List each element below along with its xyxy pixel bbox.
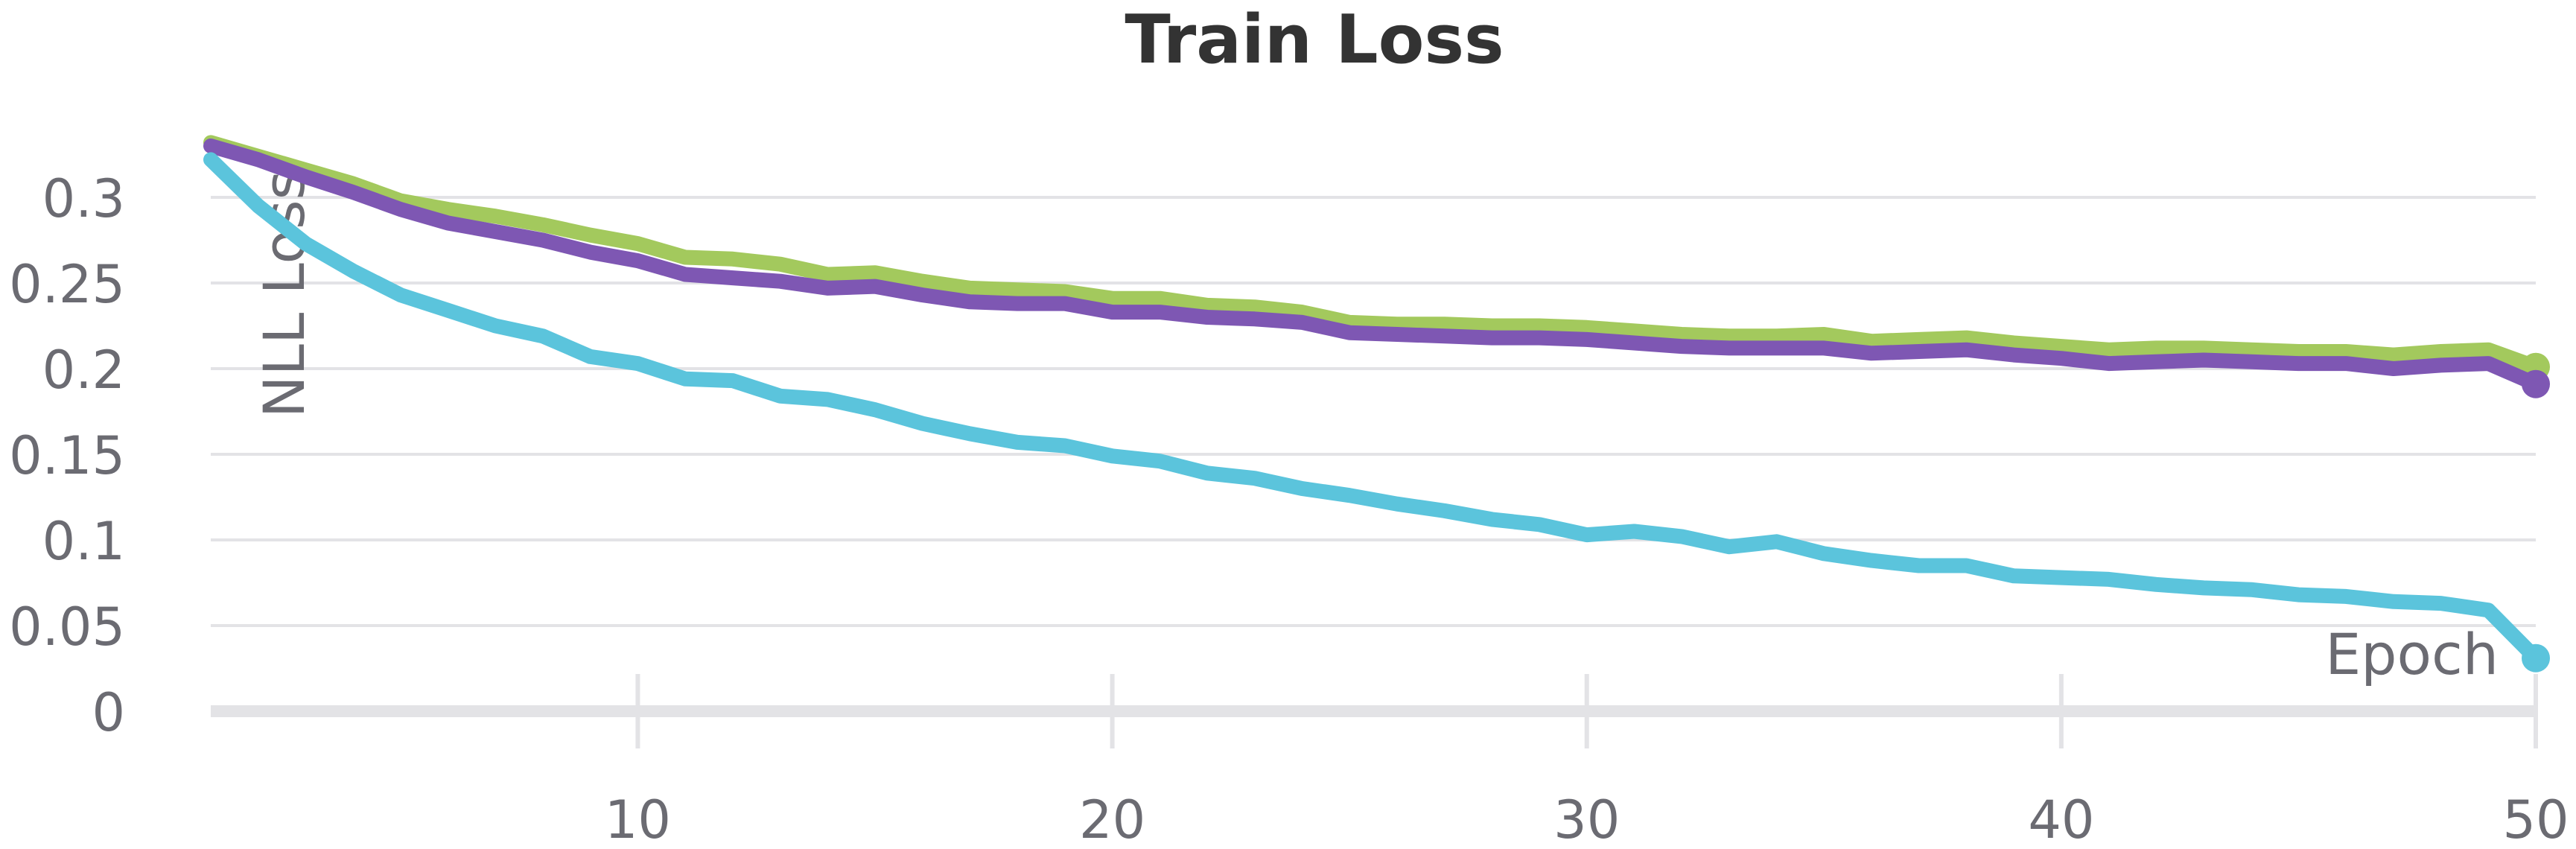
series-end-point-2 — [2522, 369, 2550, 398]
y-tick-label: 0.05 — [9, 597, 125, 658]
y-tick-label: 0.1 — [42, 511, 125, 572]
x-tick-label: 30 — [1553, 789, 1620, 849]
chart-title: Train Loss — [1125, 1, 1504, 79]
x-tick-label: 10 — [605, 789, 671, 849]
y-tick-label: 0 — [92, 682, 125, 743]
series-line-2 — [203, 139, 2543, 392]
y-tick-label: 0.15 — [9, 425, 125, 486]
y-tick-label: 0.2 — [42, 340, 125, 401]
series-line-1 — [203, 135, 2543, 375]
series-end-point-3 — [2522, 643, 2550, 672]
x-axis-label: Epoch — [2325, 621, 2499, 687]
gridlines — [211, 196, 2536, 627]
x-tick-label: 50 — [2502, 789, 2569, 849]
x-axis: 10 20 30 40 50 — [211, 674, 2569, 849]
series-lines — [203, 135, 2550, 672]
x-tick-label: 40 — [2028, 789, 2094, 849]
y-tick-label: 0.3 — [42, 168, 125, 229]
x-tick-label: 20 — [1079, 789, 1145, 849]
y-tick-label: 0.25 — [9, 254, 125, 315]
series-line-3 — [203, 152, 2543, 666]
y-axis-ticks: 0 0.05 0.1 0.15 0.2 0.25 0.3 — [9, 168, 125, 743]
